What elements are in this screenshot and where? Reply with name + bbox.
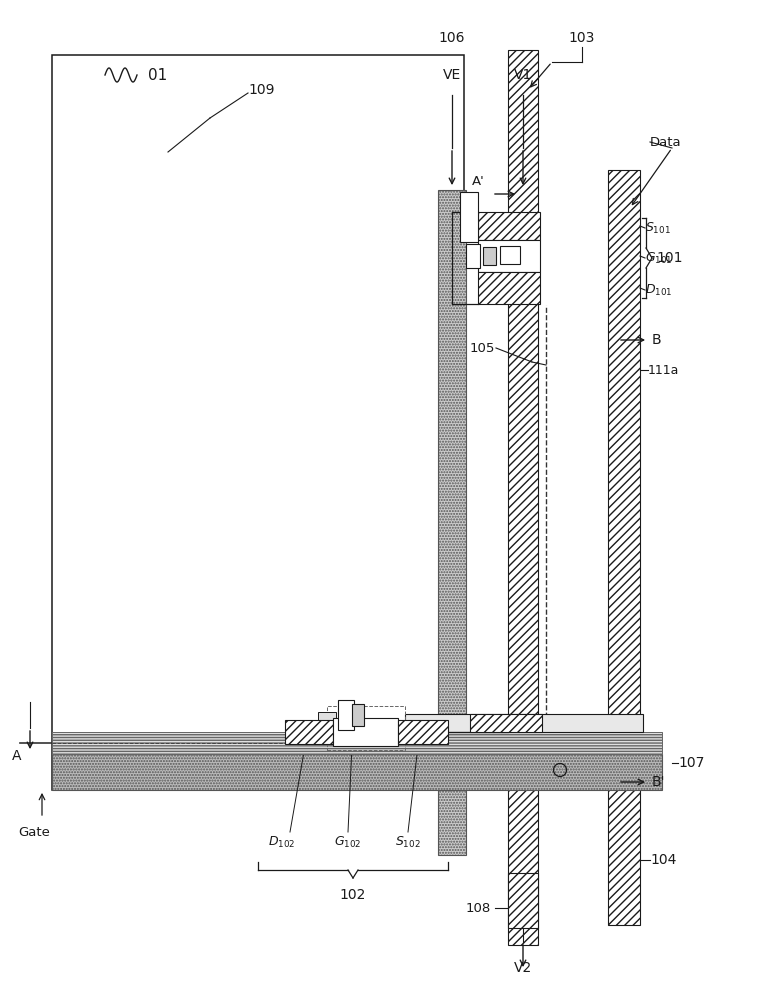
Bar [285,720,333,744]
Bar [500,246,520,264]
Bar [478,212,540,240]
Bar [508,50,538,945]
Text: 104: 104 [650,853,676,867]
Text: 103: 103 [569,31,595,45]
Bar [352,704,364,726]
Text: A: A [12,749,22,763]
Bar [483,247,496,265]
Text: B: B [652,333,661,347]
Text: V2: V2 [514,961,532,975]
Text: 109: 109 [248,83,274,97]
Bar [52,55,464,790]
Text: 01: 01 [148,68,167,83]
Bar [438,190,466,855]
Text: 105: 105 [470,342,495,355]
Text: V1: V1 [514,68,532,82]
Text: $S_{101}$: $S_{101}$ [645,220,671,236]
Text: 107: 107 [678,756,704,770]
Bar [608,170,640,925]
Bar [338,700,354,730]
Bar [52,732,662,754]
Text: 106: 106 [439,31,465,45]
Bar [508,873,538,928]
Text: B': B' [652,775,665,789]
Bar [333,718,398,746]
Text: VE: VE [443,68,461,82]
Text: Data: Data [650,135,682,148]
Text: $S_{102}$: $S_{102}$ [395,834,421,850]
Text: 102: 102 [340,888,366,902]
Bar [466,244,480,268]
Bar [318,712,336,744]
Text: 101: 101 [656,251,682,265]
Bar [470,714,542,732]
Bar [478,272,540,304]
Bar [327,706,405,750]
Text: $G_{102}$: $G_{102}$ [334,834,361,850]
Bar [405,714,643,732]
Text: $D_{102}$: $D_{102}$ [268,834,296,850]
Text: $G_{101}$: $G_{101}$ [645,250,672,266]
Bar [460,192,478,242]
Text: Gate: Gate [18,826,50,838]
Text: 108: 108 [465,902,491,914]
Text: $D_{101}$: $D_{101}$ [645,282,672,298]
Text: 111a: 111a [648,363,679,376]
Bar [398,720,448,744]
Text: A': A' [471,175,485,188]
Bar [52,754,662,790]
Bar [478,240,540,272]
